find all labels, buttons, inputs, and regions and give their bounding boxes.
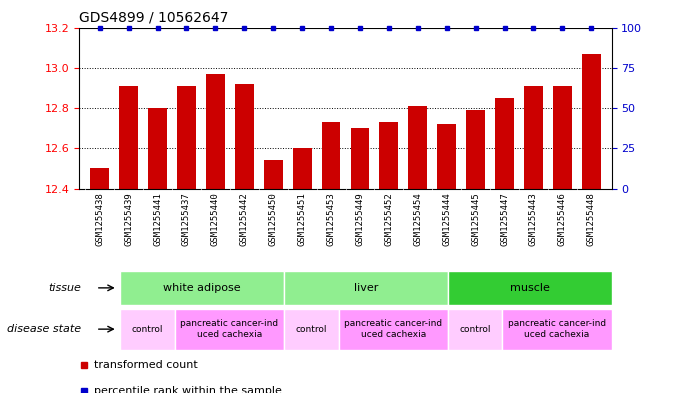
Bar (148, 108, 167, 189)
Bar (120, 309, 175, 350)
Text: control: control (460, 325, 491, 334)
Text: transformed count: transformed count (94, 360, 198, 371)
Bar (448, 271, 612, 305)
Text: pancreatic cancer-ind
uced cachexia: pancreatic cancer-ind uced cachexia (508, 320, 606, 339)
Text: control: control (132, 325, 164, 334)
Text: GSM1255445: GSM1255445 (471, 193, 480, 246)
Text: GSM1255439: GSM1255439 (124, 193, 133, 246)
Bar (466, 110, 485, 189)
Bar (175, 309, 284, 350)
Bar (177, 86, 196, 189)
Bar (284, 271, 448, 305)
Bar (339, 309, 448, 350)
Text: GSM1255441: GSM1255441 (153, 193, 162, 246)
Text: GDS4899 / 10562647: GDS4899 / 10562647 (79, 11, 229, 25)
Text: GSM1255438: GSM1255438 (95, 193, 104, 246)
Bar (321, 122, 341, 189)
Bar (495, 98, 514, 189)
Bar (120, 271, 284, 305)
Text: control: control (296, 325, 327, 334)
Text: disease state: disease state (7, 324, 81, 334)
Text: pancreatic cancer-ind
uced cachexia: pancreatic cancer-ind uced cachexia (344, 320, 442, 339)
Text: white adipose: white adipose (164, 283, 241, 293)
Bar (437, 124, 456, 189)
Text: GSM1255447: GSM1255447 (500, 193, 509, 246)
Text: GSM1255454: GSM1255454 (413, 193, 422, 246)
Text: GSM1255437: GSM1255437 (182, 193, 191, 246)
Text: GSM1255443: GSM1255443 (529, 193, 538, 246)
Bar (502, 309, 612, 350)
Text: GSM1255449: GSM1255449 (355, 193, 364, 246)
Bar (408, 106, 427, 189)
Bar (293, 148, 312, 189)
Bar (553, 86, 571, 189)
Bar (350, 128, 370, 189)
Text: GSM1255440: GSM1255440 (211, 193, 220, 246)
Text: GSM1255442: GSM1255442 (240, 193, 249, 246)
Text: GSM1255453: GSM1255453 (327, 193, 336, 246)
Bar (524, 86, 543, 189)
Text: GSM1255448: GSM1255448 (587, 193, 596, 246)
Text: GSM1255450: GSM1255450 (269, 193, 278, 246)
Text: GSM1255451: GSM1255451 (298, 193, 307, 246)
Bar (264, 160, 283, 189)
Bar (582, 54, 600, 189)
Text: GSM1255444: GSM1255444 (442, 193, 451, 246)
Bar (120, 86, 138, 189)
Bar (284, 309, 339, 350)
Bar (379, 122, 398, 189)
Bar (206, 74, 225, 189)
Bar (235, 84, 254, 189)
Text: muscle: muscle (510, 283, 549, 293)
Text: GSM1255452: GSM1255452 (384, 193, 393, 246)
Bar (448, 309, 502, 350)
Text: percentile rank within the sample: percentile rank within the sample (94, 386, 282, 393)
Bar (91, 169, 109, 189)
Text: pancreatic cancer-ind
uced cachexia: pancreatic cancer-ind uced cachexia (180, 320, 278, 339)
Text: liver: liver (354, 283, 378, 293)
Text: GSM1255446: GSM1255446 (558, 193, 567, 246)
Text: tissue: tissue (48, 283, 81, 293)
